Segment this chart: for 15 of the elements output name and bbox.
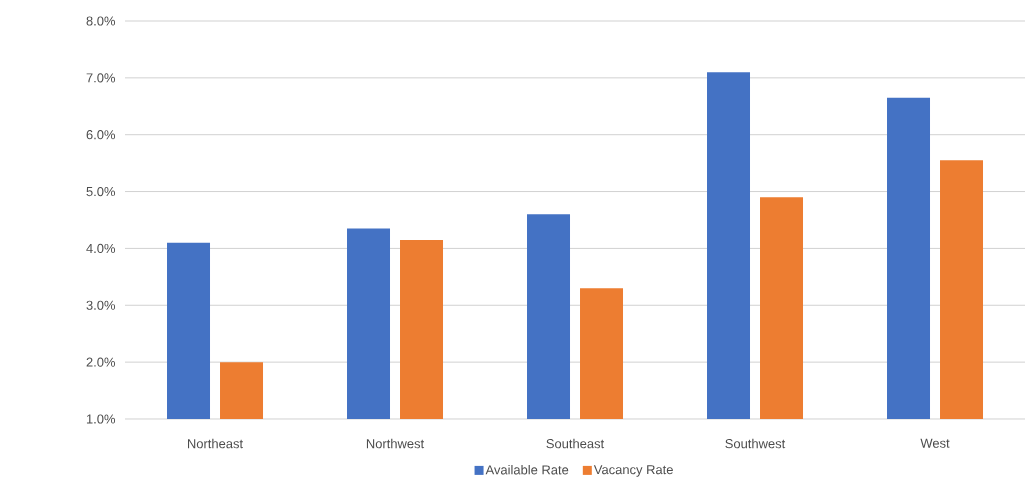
y-tick-label: 4.0%: [86, 243, 116, 253]
y-tick-label: 6.0%: [86, 130, 116, 140]
y-tick-label: 3.0%: [86, 300, 116, 310]
legend-label: Vacancy Rate: [593, 465, 673, 477]
x-tick-label: Southwest: [725, 438, 786, 449]
y-tick-label: 5.0%: [86, 186, 116, 197]
y-tick-label: 1.0%: [86, 414, 116, 424]
y-tick-label: 7.0%: [86, 73, 116, 83]
x-tick-label: Northwest: [366, 438, 425, 449]
x-tick-label: Southeast: [546, 438, 605, 449]
x-tick-label: Northeast: [188, 438, 243, 449]
x-tick-label: West: [920, 438, 950, 448]
y-tick-label: 8.0%: [86, 16, 116, 26]
legend-label: Available Rate: [485, 464, 569, 475]
y-tick-label: 2.0%: [86, 357, 116, 367]
